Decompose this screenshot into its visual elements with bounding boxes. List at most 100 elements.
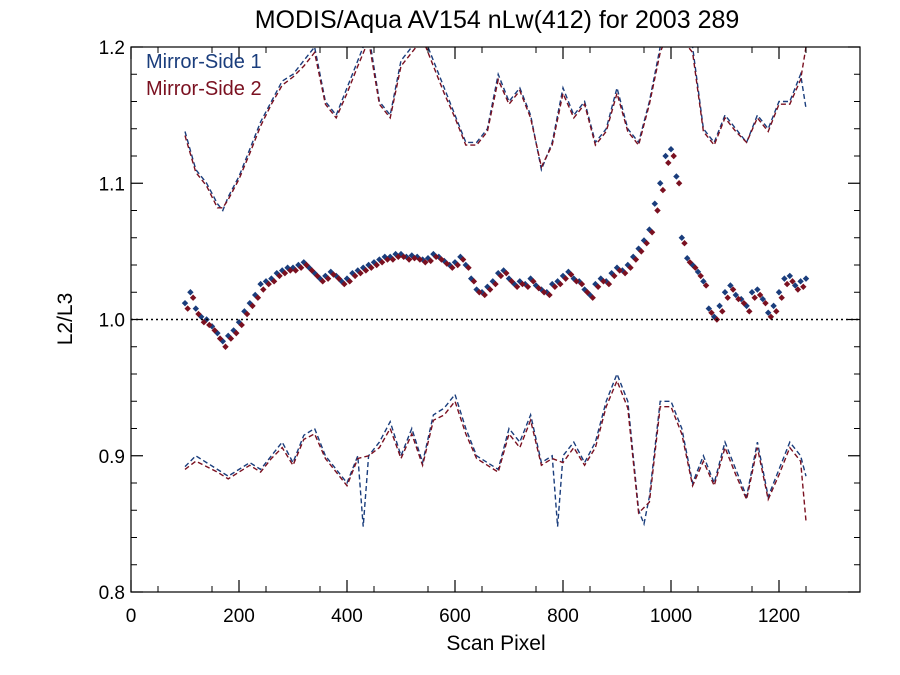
data-point (765, 309, 772, 316)
data-point (238, 321, 245, 329)
data-point (297, 264, 305, 271)
data-point (638, 248, 645, 255)
data-point (719, 308, 726, 315)
data-point (775, 289, 783, 296)
data-point (684, 254, 691, 262)
x-tick-label: 400 (331, 606, 363, 627)
x-tick-label: 600 (439, 606, 471, 627)
data-point (686, 259, 694, 266)
series-line-dashed-lower-5 (184, 378, 807, 522)
data-point (335, 275, 343, 282)
data-point (206, 321, 213, 329)
y-tick-label: 1.0 (99, 311, 125, 332)
data-point (692, 264, 699, 271)
data-point (600, 278, 607, 285)
data-point (416, 256, 424, 263)
data-point (665, 159, 672, 167)
data-point (770, 302, 777, 310)
data-point (621, 269, 629, 277)
data-point (405, 256, 413, 263)
legend: Mirror-Side 1 Mirror-Side 2 (146, 51, 262, 100)
legend-entry-mirror-side-2: Mirror-Side 2 (146, 78, 262, 100)
axis-tick-labels: 0 200 400 600 800 1000 1200 0.8 0.9 1.0 1.1 1.2 (99, 38, 801, 627)
data-point (756, 291, 764, 299)
data-point (570, 275, 577, 282)
data-point (694, 268, 702, 276)
data-point (519, 280, 526, 288)
series-line-dashed-upper-2 (184, 47, 807, 212)
data-point (324, 275, 332, 282)
data-point (797, 278, 804, 285)
data-point (459, 256, 467, 263)
data-point (438, 256, 445, 263)
data-point (535, 284, 542, 292)
data-point (481, 291, 488, 299)
data-point (789, 278, 796, 285)
data-point (759, 295, 766, 303)
data-point (249, 302, 256, 310)
data-point (589, 294, 596, 301)
data-point (581, 286, 588, 293)
data-point (630, 253, 637, 261)
data-point (611, 272, 618, 280)
data-point (697, 272, 704, 280)
data-point (187, 289, 194, 296)
data-point (605, 280, 613, 288)
data-point (727, 282, 734, 289)
data-point (748, 289, 756, 296)
data-point (783, 280, 791, 288)
y-tick-label: 1.1 (99, 174, 125, 195)
data-point (308, 267, 316, 274)
data-point (270, 278, 278, 285)
data-point (635, 245, 642, 252)
data-point (454, 261, 461, 269)
data-point (654, 207, 661, 214)
series-layer (181, 47, 810, 527)
x-tick-label: 1000 (650, 606, 692, 627)
data-point (549, 280, 556, 288)
data-point (627, 264, 634, 271)
data-point (792, 282, 799, 289)
data-point (432, 253, 440, 261)
data-point (527, 275, 534, 282)
x-tick-label: 0 (126, 606, 137, 627)
data-point (276, 272, 283, 280)
data-point (422, 259, 429, 266)
data-point (227, 335, 235, 342)
chart-title: MODIS/Aqua AV154 nLw(412) for 2003 289 (255, 6, 740, 34)
data-point (673, 173, 680, 180)
data-point (192, 305, 199, 312)
data-point (573, 278, 580, 285)
y-tick-label: 0.8 (99, 583, 125, 604)
data-point (608, 269, 615, 277)
data-point (767, 313, 775, 320)
data-point (729, 286, 737, 293)
data-point (616, 267, 623, 274)
data-point (195, 310, 202, 318)
data-point (551, 283, 559, 290)
data-point (732, 291, 739, 299)
data-point (384, 256, 391, 263)
data-point (260, 286, 267, 293)
data-point (265, 280, 272, 288)
data-point (314, 272, 321, 280)
data-point (702, 282, 710, 289)
data-point (670, 152, 677, 160)
data-point (762, 299, 769, 307)
data-point (330, 271, 337, 278)
data-point (667, 145, 675, 153)
data-point (781, 275, 788, 282)
data-point (651, 200, 658, 207)
data-point (659, 186, 667, 194)
data-point (746, 308, 753, 315)
data-point (208, 323, 216, 330)
data-point (735, 295, 742, 303)
plot-frame (130, 46, 861, 593)
data-point (675, 180, 683, 187)
legend-entry-mirror-side-1: Mirror-Side 1 (146, 51, 262, 73)
data-point (624, 261, 631, 269)
data-point (373, 261, 380, 269)
data-point (303, 261, 310, 269)
data-point (751, 294, 758, 301)
data-point (470, 278, 478, 285)
